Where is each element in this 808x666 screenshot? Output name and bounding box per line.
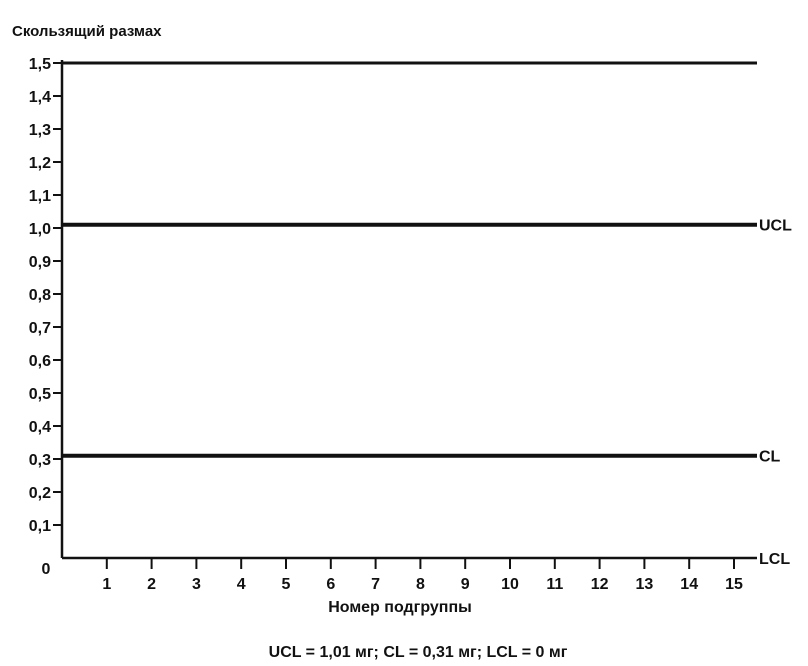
y-tick-label: 0,1 [29, 518, 51, 535]
x-tick-label: 6 [326, 576, 335, 593]
x-tick-label: 8 [416, 576, 425, 593]
x-tick-label: 11 [546, 576, 563, 593]
control-line-label-ucl: UCL [759, 218, 792, 235]
x-tick-label: 10 [501, 576, 519, 593]
x-tick-label: 7 [371, 576, 380, 593]
y-tick-label: 1,5 [29, 56, 51, 73]
y-tick-label: 0,6 [29, 353, 51, 370]
y-axis-label: Скользящий размах [12, 23, 162, 40]
control-line-label-cl: CL [759, 449, 781, 466]
y-tick-label: 0,7 [29, 320, 51, 337]
y-tick-label: 0 [42, 561, 51, 578]
plot-area: 0 0,1 0,2 0,3 0,4 0,5 0,6 0,7 0,8 0,9 1,0 1,1 1,2 1,3… [29, 56, 792, 593]
x-tick-label: 1 [102, 576, 111, 593]
y-tick-label: 0,4 [29, 419, 51, 436]
y-tick-label: 0,2 [29, 485, 51, 502]
x-tick-label: 4 [237, 576, 246, 593]
y-tick-label: 1,2 [29, 155, 51, 172]
x-tick-label: 15 [725, 576, 743, 593]
control-limits-footnote: UCL = 1,01 мг; CL = 0,31 мг; LCL = 0 мг [269, 644, 568, 661]
x-tick-label: 14 [680, 576, 698, 593]
y-tick-label: 0,3 [29, 452, 51, 469]
x-tick-label: 2 [147, 576, 156, 593]
x-tick-label: 9 [461, 576, 470, 593]
y-tick-label: 0,5 [29, 386, 51, 403]
y-tick-label: 1,3 [29, 122, 51, 139]
x-axis-label: Номер подгруппы [328, 599, 472, 616]
x-tick-label: 3 [192, 576, 201, 593]
y-tick-label: 0,9 [29, 254, 51, 271]
y-tick-label: 1,1 [29, 188, 51, 205]
y-tick-label: 1,0 [29, 221, 51, 238]
control-line-label-lcl: LCL [759, 551, 790, 568]
y-tick-label: 1,4 [29, 89, 51, 106]
x-tick-label: 13 [636, 576, 654, 593]
y-tick-label: 0,8 [29, 287, 51, 304]
x-tick-label: 5 [282, 576, 291, 593]
x-tick-label: 12 [591, 576, 609, 593]
